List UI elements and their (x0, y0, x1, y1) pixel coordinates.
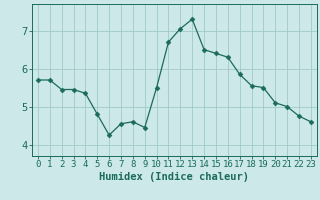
X-axis label: Humidex (Indice chaleur): Humidex (Indice chaleur) (100, 172, 249, 182)
